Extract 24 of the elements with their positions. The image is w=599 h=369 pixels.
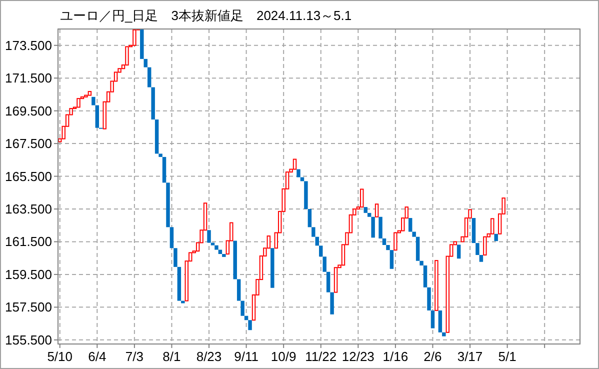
x-tick-label: 8/1 [162, 349, 181, 364]
y-tick-label: 173.500 [5, 38, 52, 53]
chart-title: ユーロ／円_日足 3本抜新値足 2024.11.13～5.1 [60, 8, 352, 23]
y-tick-label: 171.500 [5, 70, 52, 86]
y-tick-label: 157.500 [5, 300, 52, 315]
x-tick-label: 5/10 [47, 349, 73, 364]
y-tick-label: 165.500 [5, 168, 52, 184]
x-tick-label: 8/23 [196, 349, 222, 364]
x-tick-label: 6/4 [88, 349, 106, 364]
x-tick-label: 10/9 [270, 349, 296, 364]
y-tick-label: 161.500 [5, 234, 52, 250]
x-tick-label: 9/11 [234, 349, 258, 364]
x-tick-label: 12/23 [342, 349, 374, 364]
x-tick-label: 7/3 [125, 349, 144, 364]
y-tick-label: 155.500 [5, 332, 52, 348]
y-tick-label: 169.500 [5, 103, 52, 118]
x-tick-label: 5/1 [498, 349, 516, 364]
x-tick-label: 11/22 [305, 349, 337, 364]
y-tick-label: 163.500 [5, 202, 52, 216]
x-tick-label: 2/6 [424, 349, 442, 364]
y-tick-label: 167.500 [5, 136, 52, 152]
x-tick-label: 1/16 [382, 349, 408, 364]
x-tick-label: 3/17 [457, 349, 483, 364]
y-tick-label: 159.500 [5, 266, 52, 282]
